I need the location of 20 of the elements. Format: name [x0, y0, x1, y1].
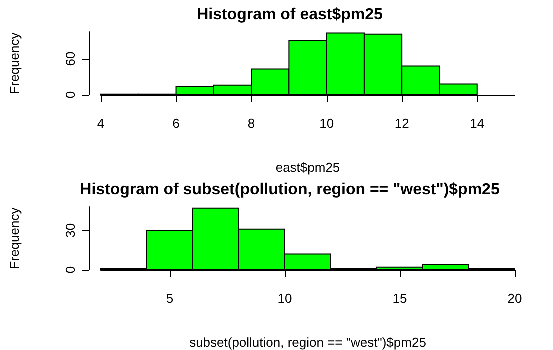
y-tick-label: 60 [63, 52, 78, 66]
y-tick-label: 0 [63, 266, 78, 274]
y-tick-label: 30 [63, 223, 78, 238]
x-tick-label: 8 [248, 116, 256, 131]
x-tick-label: 15 [392, 291, 408, 306]
x-tick-label: 4 [97, 116, 105, 131]
x-tick-label: 10 [278, 291, 292, 306]
chart-title: Histogram of subset(pollution, region == "west")$pm25 [80, 182, 500, 198]
y-axis-title: Frequency [7, 207, 22, 270]
x-tick-label: 10 [320, 116, 334, 131]
y-tick-label: 0 [63, 91, 78, 99]
x-tick-label: 14 [470, 116, 485, 131]
x-tick-label: 6 [172, 116, 180, 131]
x-axis-title: subset(pollution, region == "west")$pm25 [190, 335, 426, 350]
x-tick-label: 12 [394, 116, 410, 131]
x-tick-label: 20 [508, 291, 522, 306]
y-axis-title: Frequency [7, 32, 22, 94]
x-axis-title: east$pm25 [276, 160, 340, 175]
x-tick-label: 5 [166, 291, 174, 306]
chart-title: Histogram of east$pm25 [197, 6, 384, 24]
